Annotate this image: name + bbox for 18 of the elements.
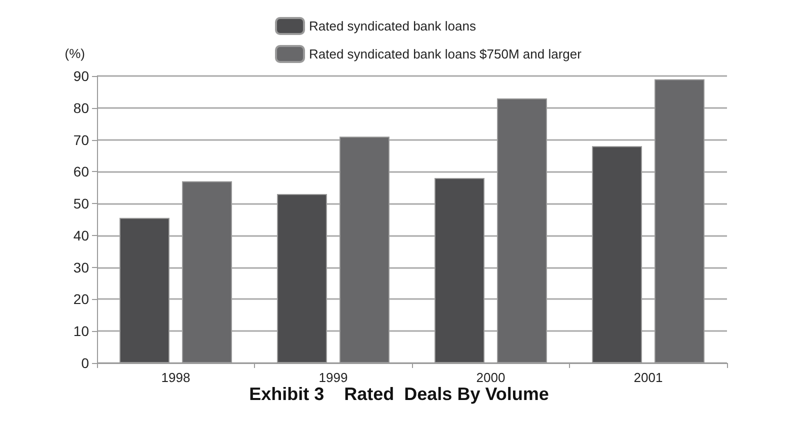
y-tick-label: 70 (73, 132, 90, 148)
x-tick-label: 2000 (476, 370, 506, 385)
y-tick-label: 30 (73, 259, 90, 276)
y-tick-label: 0 (81, 355, 90, 371)
x-tick-label: 1999 (318, 370, 348, 385)
y-tick-label: 90 (73, 68, 90, 84)
y-tick-label: 60 (73, 164, 90, 180)
y-tick-label: 80 (73, 100, 90, 116)
y-tick-label: 10 (73, 323, 90, 340)
y-tick-label: 40 (73, 227, 90, 244)
x-tick-label: 2001 (634, 370, 663, 385)
text: Exhibit 3 Rated Deals By Volume (249, 384, 549, 404)
y-axis-title: (%) (64, 46, 85, 61)
y-tick-label: 50 (73, 196, 90, 212)
x-tick-label: 1998 (161, 370, 190, 385)
legend-label: Rated syndicated bank loans (309, 18, 476, 34)
y-tick-label: 20 (73, 291, 90, 308)
legend-label: Rated syndicated bank loans $750M and larger (309, 46, 582, 62)
